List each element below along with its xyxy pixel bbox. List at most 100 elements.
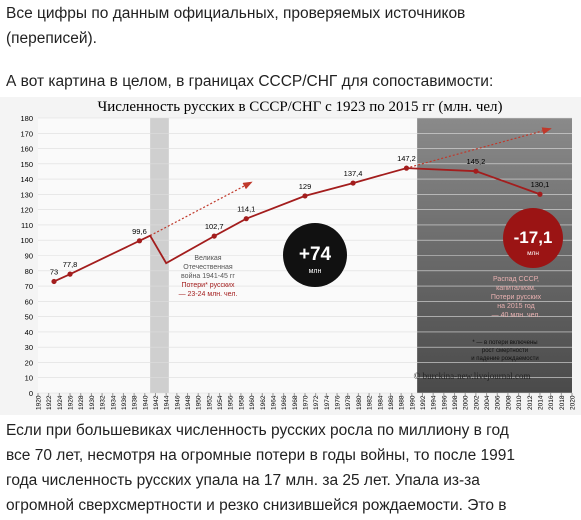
war-note: Потери* русских	[182, 282, 235, 289]
x-tick-label: 1984	[377, 395, 384, 410]
paragraph-line: Если при большевиках численность русских…	[6, 422, 509, 439]
x-tick-label: 2010	[516, 395, 523, 410]
x-tick-label: 1942	[153, 395, 160, 410]
y-tick-label: 110	[21, 221, 33, 230]
y-tick-label: 40	[25, 328, 33, 337]
data-label: 102,7	[205, 222, 224, 231]
growth-value: +74	[299, 244, 332, 265]
x-tick-label: 1930	[89, 395, 96, 410]
data-label: 145,2	[466, 157, 485, 166]
x-tick-label: 1928	[78, 395, 85, 410]
loss-unit: млн	[527, 250, 539, 257]
x-tick-label: 1958	[238, 395, 245, 410]
x-tick-label: 1926	[68, 395, 75, 410]
x-tick-label: 1976	[335, 395, 342, 410]
data-label: 147,2	[397, 154, 416, 163]
x-tick-label: 1948	[185, 395, 192, 410]
y-tick-label: 180	[20, 114, 33, 123]
x-tick-label: 1922	[46, 395, 53, 410]
y-tick-label: 0	[29, 389, 33, 398]
y-tick-label: 120	[20, 206, 33, 215]
x-tick-label: 1986	[388, 395, 395, 410]
chart: Численность русских в СССР/СНГ с 1923 по…	[0, 97, 581, 415]
x-tick-label: 1978	[345, 395, 352, 410]
data-point	[51, 278, 57, 285]
y-tick-label: 100	[20, 236, 33, 245]
y-tick-label: 130	[20, 190, 33, 199]
x-tick-label: 1972	[313, 395, 320, 410]
data-point	[302, 193, 308, 199]
paragraph-line: (переписей).	[6, 30, 97, 47]
x-tick-label: 2016	[548, 395, 555, 410]
y-tick-label: 10	[25, 374, 33, 383]
x-tick-label: 1982	[367, 395, 374, 410]
y-tick-label: 150	[20, 160, 33, 169]
trend-arrow	[149, 181, 253, 237]
trend-arrow	[406, 127, 552, 169]
x-tick-label: 1954	[217, 395, 224, 410]
footnote: и падение рождаемости	[471, 356, 538, 362]
paragraph-line: года численность русских упала на 17 млн…	[6, 472, 480, 489]
paragraph-line: все 70 лет, несмотря на огромные потери …	[6, 447, 515, 464]
x-tick-label: 1964	[270, 395, 277, 410]
data-point	[211, 233, 217, 239]
y-tick-label: 170	[20, 129, 33, 138]
x-tick-label: 1970	[303, 395, 310, 410]
x-tick-label: 2018	[559, 395, 566, 410]
x-tick-label: 1950	[196, 395, 203, 410]
x-tick-label: 2012	[527, 395, 534, 410]
paragraph-line: Все цифры по данным официальных, проверя…	[6, 5, 466, 22]
x-tick-label: 2020	[570, 395, 577, 410]
data-label: 114,1	[237, 205, 255, 214]
x-tick-label: 2004	[484, 395, 491, 410]
data-point	[67, 271, 73, 277]
x-tick-label: 2014	[537, 395, 544, 410]
x-tick-label: 1968	[292, 395, 299, 410]
loss-value: -17,1	[514, 228, 553, 247]
data-label: 137,4	[344, 169, 363, 178]
x-tick-label: 1934	[110, 395, 117, 410]
x-tick-label: 1988	[399, 395, 406, 410]
growth-badge	[283, 223, 347, 287]
x-tick-label: 1974	[324, 395, 331, 410]
data-point	[136, 238, 143, 244]
x-tick-label: 1944	[164, 395, 171, 410]
war-note: — 23-24 млн. чел.	[179, 291, 238, 298]
x-tick-label: 1996	[441, 395, 448, 410]
paragraph-line: А вот картина в целом, в границах СССР/С…	[6, 73, 494, 90]
data-line	[53, 167, 541, 283]
footnote: рост смертности	[482, 348, 528, 354]
data-point	[243, 216, 249, 222]
x-tick-label: 1990	[409, 395, 416, 410]
y-tick-label: 140	[20, 175, 33, 184]
y-tick-label: 90	[25, 252, 33, 261]
x-tick-label: 1932	[100, 395, 107, 410]
data-label: 130,1	[531, 180, 550, 189]
collapse-note: Потери русских	[491, 294, 542, 301]
x-tick-label: 1956	[228, 395, 235, 410]
x-tick-label: 2000	[463, 395, 470, 410]
x-tick-label: 1962	[260, 395, 267, 410]
collapse-note: Распад СССР,	[493, 276, 539, 283]
y-tick-label: 20	[25, 358, 33, 367]
footnote: * — в потери включены	[472, 340, 537, 346]
x-tick-label: 1924	[57, 395, 64, 410]
y-tick-label: 60	[25, 297, 33, 306]
data-label: 129	[299, 182, 312, 191]
collapse-note: — 40 млн. чел.	[492, 312, 541, 319]
paragraph-line: огромной сверхсмертности и резко снизивш…	[6, 497, 507, 514]
x-tick-label: 1992	[420, 395, 427, 410]
y-tick-label: 30	[25, 343, 33, 352]
y-tick-label: 80	[25, 267, 33, 276]
x-tick-label: 1980	[356, 395, 363, 410]
x-tick-label: 1920	[36, 395, 43, 410]
x-tick-label: 1966	[281, 395, 288, 410]
x-tick-label: 2006	[495, 395, 502, 410]
data-label: 77,8	[63, 260, 78, 269]
data-label: 73	[50, 267, 58, 276]
data-point	[537, 191, 543, 197]
x-tick-label: 2008	[505, 395, 512, 410]
x-tick-label: 1936	[121, 395, 128, 410]
x-tick-label: 1952	[206, 395, 213, 410]
